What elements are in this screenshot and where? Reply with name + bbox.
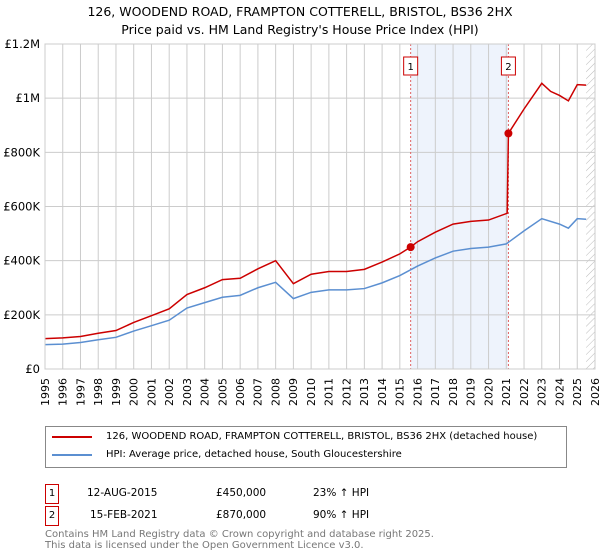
chart-title: 126, WOODEND ROAD, FRAMPTON COTTERELL, B… — [0, 3, 600, 39]
y-tick-label: £1M — [15, 91, 40, 105]
transaction-row: 1 12-AUG-2015 £450,000 23% ↑ HPI — [45, 484, 565, 504]
x-tick-label: 2021 — [500, 378, 513, 406]
x-tick-label: 1995 — [39, 378, 52, 406]
legend-label: HPI: Average price, detached house, Sout… — [106, 449, 402, 460]
series-line — [44, 217, 587, 346]
x-tick-label: 2024 — [553, 378, 566, 406]
x-tick-label: 2025 — [571, 378, 584, 406]
x-tick-label: 2018 — [447, 378, 460, 406]
x-tick-label: 2014 — [376, 378, 389, 406]
legend-swatch-red — [52, 435, 92, 438]
footer-line-1: Contains HM Land Registry data © Crown c… — [45, 529, 434, 540]
x-tick-label: 2006 — [234, 378, 247, 406]
x-tick-label: 2002 — [163, 378, 176, 406]
transaction-hpi: 90% ↑ HPI — [313, 509, 370, 521]
transaction-badge: 1 — [45, 484, 59, 504]
x-tick-label: 2001 — [145, 378, 158, 406]
x-tick-label: 2016 — [411, 378, 424, 406]
x-tick-label: 2005 — [216, 378, 229, 406]
x-tick-label: 2012 — [340, 378, 353, 406]
x-tick-label: 2026 — [589, 378, 600, 406]
transaction-row: 2 15-FEB-2021 £870,000 90% ↑ HPI — [45, 506, 565, 526]
x-tick-label: 2011 — [323, 378, 336, 406]
y-tick-label: £0 — [25, 362, 40, 376]
x-tick-label: 1996 — [57, 378, 70, 406]
y-tick-label: £800K — [3, 145, 40, 159]
x-tick-label: 1998 — [92, 378, 105, 406]
x-tick-label: 1997 — [74, 378, 87, 406]
footer-line-2: This data is licensed under the Open Gov… — [45, 540, 364, 551]
sale-marker-label: 1 — [407, 62, 413, 73]
y-tick-label: £600K — [3, 200, 40, 214]
x-tick-label: 2023 — [536, 378, 549, 406]
sale-point — [406, 243, 415, 252]
sale-marker-label: 2 — [505, 62, 511, 73]
transaction-badge: 2 — [45, 506, 59, 526]
x-tick-label: 2007 — [252, 378, 265, 406]
x-tick-label: 2000 — [128, 378, 141, 406]
x-tick-label: 2015 — [394, 378, 407, 406]
y-tick-label: £1.2M — [4, 37, 40, 51]
x-tick-label: 2008 — [269, 378, 282, 406]
sale-point — [504, 129, 513, 138]
transaction-price: £450,000 — [216, 487, 267, 499]
legend-label: 126, WOODEND ROAD, FRAMPTON COTTERELL, B… — [106, 431, 538, 442]
legend-item-property: 126, WOODEND ROAD, FRAMPTON COTTERELL, B… — [52, 431, 537, 442]
sale-marker-box — [403, 56, 419, 76]
x-tick-label: 2010 — [305, 378, 318, 406]
x-tick-label: 2004 — [199, 378, 212, 406]
sale-marker-box — [500, 56, 516, 76]
price-chart: 1995 1996 1997 1998 1999 2000 2001 2002 2003 2004… — [3, 37, 600, 406]
legend: 126, WOODEND ROAD, FRAMPTON COTTERELL, B… — [45, 426, 567, 468]
transaction-date: 12-AUG-2015 — [87, 487, 158, 499]
x-tick-label: 1999 — [110, 378, 123, 406]
legend-swatch-blue — [52, 453, 92, 456]
y-tick-label: £200K — [3, 308, 40, 322]
x-tick-label: 2020 — [482, 378, 495, 406]
transaction-hpi: 23% ↑ HPI — [313, 487, 370, 499]
x-tick-label: 2009 — [287, 378, 300, 406]
legend-item-hpi: HPI: Average price, detached house, Sout… — [52, 449, 402, 460]
series-line — [44, 82, 587, 340]
x-tick-label: 2003 — [181, 378, 194, 406]
x-tick-label: 2022 — [518, 378, 531, 406]
x-tick-label: 2019 — [465, 378, 478, 406]
x-tick-label: 2017 — [429, 378, 442, 406]
y-tick-label: £400K — [3, 254, 40, 268]
plot-frame — [44, 43, 596, 370]
title-line-2: Price paid vs. HM Land Registry's House … — [121, 22, 479, 37]
transaction-price: £870,000 — [216, 509, 267, 521]
title-line-1: 126, WOODEND ROAD, FRAMPTON COTTERELL, B… — [87, 4, 513, 19]
x-tick-label: 2013 — [358, 378, 371, 406]
footer: Contains HM Land Registry data © Crown c… — [45, 529, 434, 551]
transaction-date: 15-FEB-2021 — [90, 509, 158, 521]
